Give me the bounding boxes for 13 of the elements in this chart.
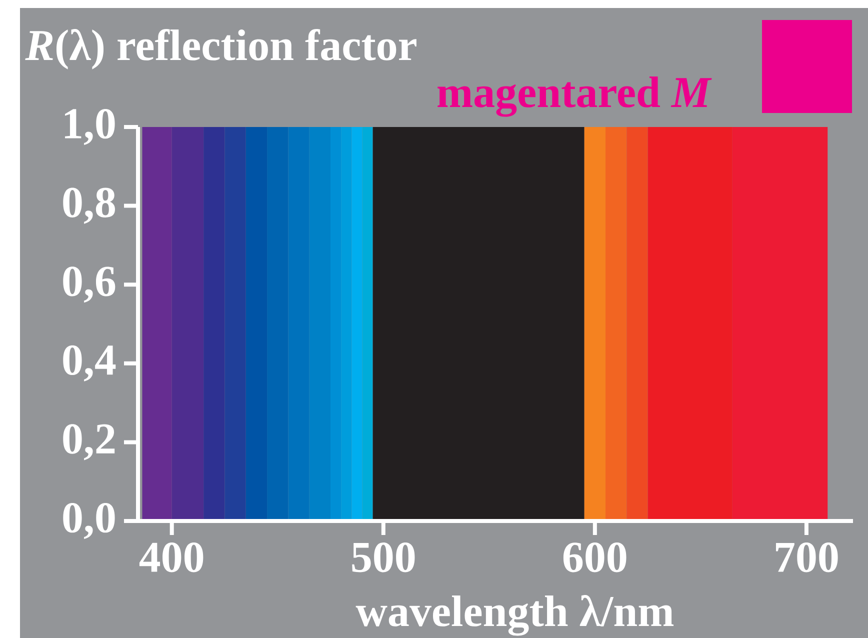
x-tick-label: 400 (139, 542, 204, 572)
y-tick-label: 0,4 (63, 345, 116, 382)
y-tick-label: 0,2 (63, 424, 115, 460)
y-tick-label: 0,0 (63, 502, 115, 540)
y-tick-label: 1,0 (64, 108, 115, 146)
x-tick-label: 600 (563, 542, 626, 572)
x-tick-label: 500 (352, 542, 415, 572)
y-tick-label: 0,6 (63, 266, 116, 303)
chart-subtitle: magentared M (438, 76, 712, 117)
chart-title: R(λ) reflection factor (25, 29, 416, 70)
y-tick-label: 0,8 (63, 188, 115, 224)
x-axis-title: wavelength λ/nm (356, 595, 674, 636)
x-tick-label: 700 (776, 542, 838, 572)
